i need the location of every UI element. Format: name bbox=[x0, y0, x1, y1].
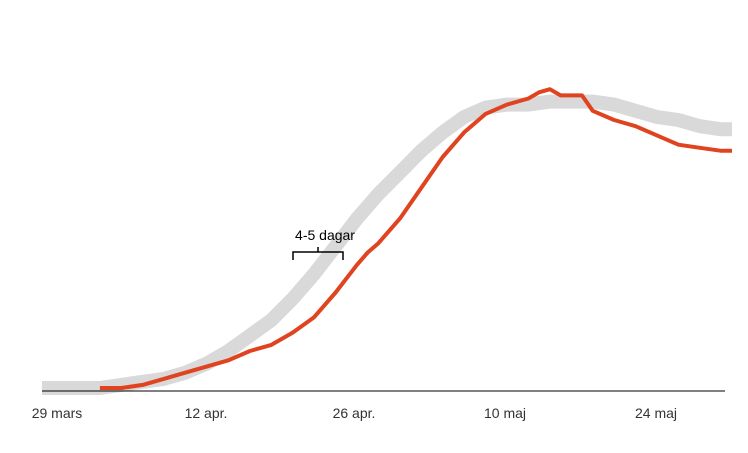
annotation: 4-5 dagar bbox=[292, 227, 355, 260]
annotation-label: 4-5 dagar bbox=[295, 227, 355, 243]
x-tick-label: 12 apr. bbox=[185, 405, 228, 421]
x-tick-labels: 29 mars 12 apr. 26 apr. 10 maj 24 maj bbox=[32, 405, 677, 421]
series-layer bbox=[42, 87, 732, 395]
x-tick-label: 10 maj bbox=[484, 405, 526, 421]
x-tick-label: 29 mars bbox=[32, 405, 83, 421]
x-tick-label: 24 maj bbox=[635, 405, 677, 421]
x-tick-label: 26 apr. bbox=[333, 405, 376, 421]
series-line-1 bbox=[99, 87, 732, 390]
annotation-bracket bbox=[292, 247, 344, 260]
series-line-0 bbox=[42, 94, 732, 395]
